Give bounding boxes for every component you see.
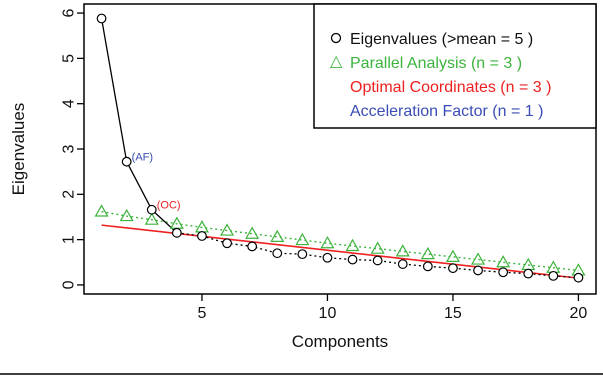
eigenvalue-point (448, 263, 458, 274)
eigenvalues-line (100, 18, 579, 279)
parallel-analysis-point (245, 226, 260, 239)
y-tick-label: 2 (61, 190, 78, 199)
legend-optimal-coordinates-label: Optimal Coordinates (n = 3 ) (350, 79, 551, 96)
eigenvalue-point (121, 156, 132, 167)
y-tick-label: 5 (61, 54, 78, 63)
annotation-label: (AF) (132, 152, 153, 164)
eigenvalue-point (197, 231, 207, 241)
eigenvalue-point (548, 270, 559, 281)
legend-box (313, 3, 597, 129)
y-tick-label: 1 (61, 235, 78, 244)
y-tick-label: 3 (61, 144, 78, 153)
eigenvalue-point (397, 259, 408, 269)
y-axis: 0 1 2 3 4 5 6 (61, 9, 84, 289)
eigenvalue-point (422, 261, 433, 272)
eigenvalue-point (347, 254, 358, 265)
parallel-analysis-point (395, 244, 410, 257)
legend-eigenvalue-marker (330, 32, 342, 44)
eigenvalue-point (473, 265, 483, 276)
y-tick-label: 6 (61, 9, 78, 18)
annotations: (AF) (OC) (132, 152, 181, 212)
y-axis-title: Eigenvalues (9, 103, 28, 196)
parallel-analysis-point (420, 246, 435, 260)
parallel-analysis-point (295, 232, 310, 246)
eigenvalue-point (322, 252, 333, 263)
x-axis-title: Components (292, 332, 388, 351)
legend-parallel-triangle-marker: △ (330, 53, 343, 70)
y-tick-label: 0 (61, 280, 78, 289)
parallel-analysis-point (345, 238, 360, 252)
eigenvalue-point (372, 255, 383, 266)
eigenvalue-point (272, 248, 283, 259)
x-tick-label: 10 (319, 305, 337, 322)
x-tick-label: 20 (570, 305, 588, 322)
acceleration-factor-segment (100, 18, 128, 162)
parallel-analysis-point (220, 223, 235, 236)
parallel-analysis-point (119, 208, 134, 222)
annotation-label: (OC) (157, 200, 181, 212)
eigenvalue-point (171, 227, 182, 238)
parallel-analysis-point (320, 236, 335, 249)
eigenvalue-points (96, 13, 584, 283)
parallel-analysis-point (94, 204, 109, 217)
parallel-analysis-point (144, 212, 159, 225)
y-tick-label: 4 (61, 99, 78, 108)
eigenvalue-point (523, 268, 534, 279)
eigenvalue-point (96, 13, 107, 24)
parallel-analysis-point (270, 229, 285, 243)
legend-acceleration-factor-label: Acceleration Factor (n = 1 ) (350, 103, 543, 120)
legend: Eigenvalues (>mean = 5 ) △ Parallel Anal… (313, 3, 597, 129)
legend-eigenvalues-label: Eigenvalues (>mean = 5 ) (350, 31, 533, 48)
parallel-analysis-point (496, 255, 511, 268)
parallel-analysis-point (370, 241, 385, 254)
eigenvalue-point (146, 204, 157, 215)
eigenvalue-point (573, 272, 584, 283)
eigenvalue-point (498, 267, 509, 278)
eigenvalue-point (297, 249, 308, 260)
x-axis: 5 10 15 20 (198, 294, 588, 322)
parallel-analysis-point (445, 249, 460, 262)
optimal-coordinates-connector (151, 209, 178, 234)
x-tick-label: 15 (444, 305, 462, 322)
eigenvalue-point (222, 238, 232, 249)
legend-parallel-label: Parallel Analysis (n = 3 ) (350, 55, 522, 72)
eigenvalue-segment (126, 161, 153, 211)
parallel-analysis-point (471, 252, 486, 265)
x-tick-label: 5 (198, 305, 207, 322)
parallel-analysis-points (94, 204, 586, 276)
eigenvalue-point (247, 241, 258, 252)
